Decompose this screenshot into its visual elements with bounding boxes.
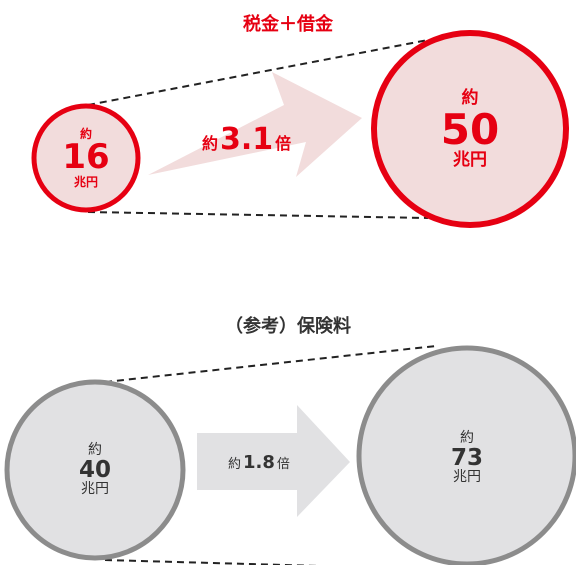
- bottom-right-unit: 兆円: [453, 469, 481, 486]
- top-left-circle: [31, 103, 141, 213]
- bottom-connector-upper: [104, 345, 437, 383]
- bottom-ratio: 約 1.8 倍: [228, 452, 290, 473]
- top-left-value: 16: [62, 137, 110, 178]
- bottom-left-amount: 約 40 兆円: [40, 428, 150, 512]
- top-ratio-prefix: 約: [202, 134, 219, 153]
- bottom-right-amount: 約 73 兆円: [412, 420, 522, 496]
- bottom-right-value: 73: [450, 444, 483, 471]
- top-right-prefix: 約: [461, 88, 479, 109]
- bottom-left-unit: 兆円: [81, 481, 109, 498]
- bottom-title: （参考）保険料: [225, 316, 351, 337]
- bottom-ratio-suffix: 倍: [276, 457, 290, 472]
- bottom-arrow: [197, 405, 350, 517]
- top-left-amount: 約 16 兆円: [34, 112, 138, 204]
- top-ratio: 約 3.1 倍: [202, 122, 291, 157]
- top-connector-lower: [87, 211, 429, 219]
- top-arrow: [148, 72, 362, 177]
- top-right-amount: 約 50 兆円: [400, 70, 540, 190]
- top-left-unit: 兆円: [73, 174, 98, 189]
- bottom-left-circle: [4, 379, 186, 561]
- top-right-unit: 兆円: [453, 150, 487, 171]
- top-title: 税金＋借金: [243, 14, 333, 35]
- top-left-prefix: 約: [79, 126, 92, 141]
- bottom-ratio-prefix: 約: [228, 457, 242, 472]
- bottom-connector-lower: [104, 559, 321, 565]
- bottom-right-circle: [356, 345, 576, 565]
- top-ratio-value: 3.1: [220, 122, 274, 157]
- top-right-circle: [371, 30, 569, 228]
- top-right-value: 50: [440, 104, 500, 154]
- bottom-right-prefix: 約: [460, 430, 474, 447]
- bottom-left-prefix: 約: [88, 442, 102, 459]
- bottom-ratio-value: 1.8: [243, 452, 275, 473]
- bottom-left-value: 40: [78, 456, 111, 483]
- top-connector-upper: [87, 39, 429, 106]
- top-ratio-suffix: 倍: [275, 134, 292, 153]
